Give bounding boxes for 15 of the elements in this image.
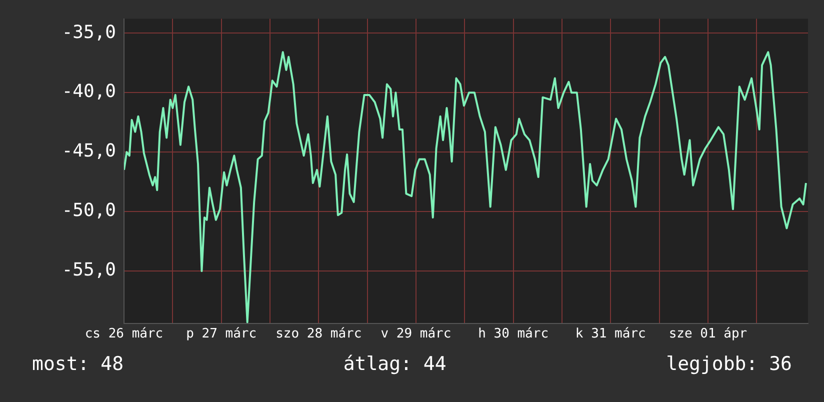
x-tick-label: k 31 márc	[575, 326, 646, 342]
x-tick-label: sze 01 ápr	[668, 326, 748, 342]
y-tick-label: -50,0	[62, 200, 116, 222]
y-tick-label: -35,0	[62, 22, 116, 43]
x-tick-label: v 29 márc	[380, 326, 452, 342]
text: átlag: 44	[343, 353, 446, 375]
x-tick-label: h 30 márc	[478, 326, 549, 342]
x-tick-label: cs 26 márc	[84, 326, 164, 342]
y-tick-label: -55,0	[62, 260, 116, 281]
y-tick-label: -45,0	[62, 140, 116, 162]
y-tick-label: -40,0	[62, 81, 116, 102]
x-tick-label: p 27 márc	[186, 326, 257, 342]
text: legjobb: 36	[666, 353, 792, 375]
x-tick-label: szo 28 márc	[276, 326, 362, 342]
text: most: 48	[32, 353, 124, 375]
